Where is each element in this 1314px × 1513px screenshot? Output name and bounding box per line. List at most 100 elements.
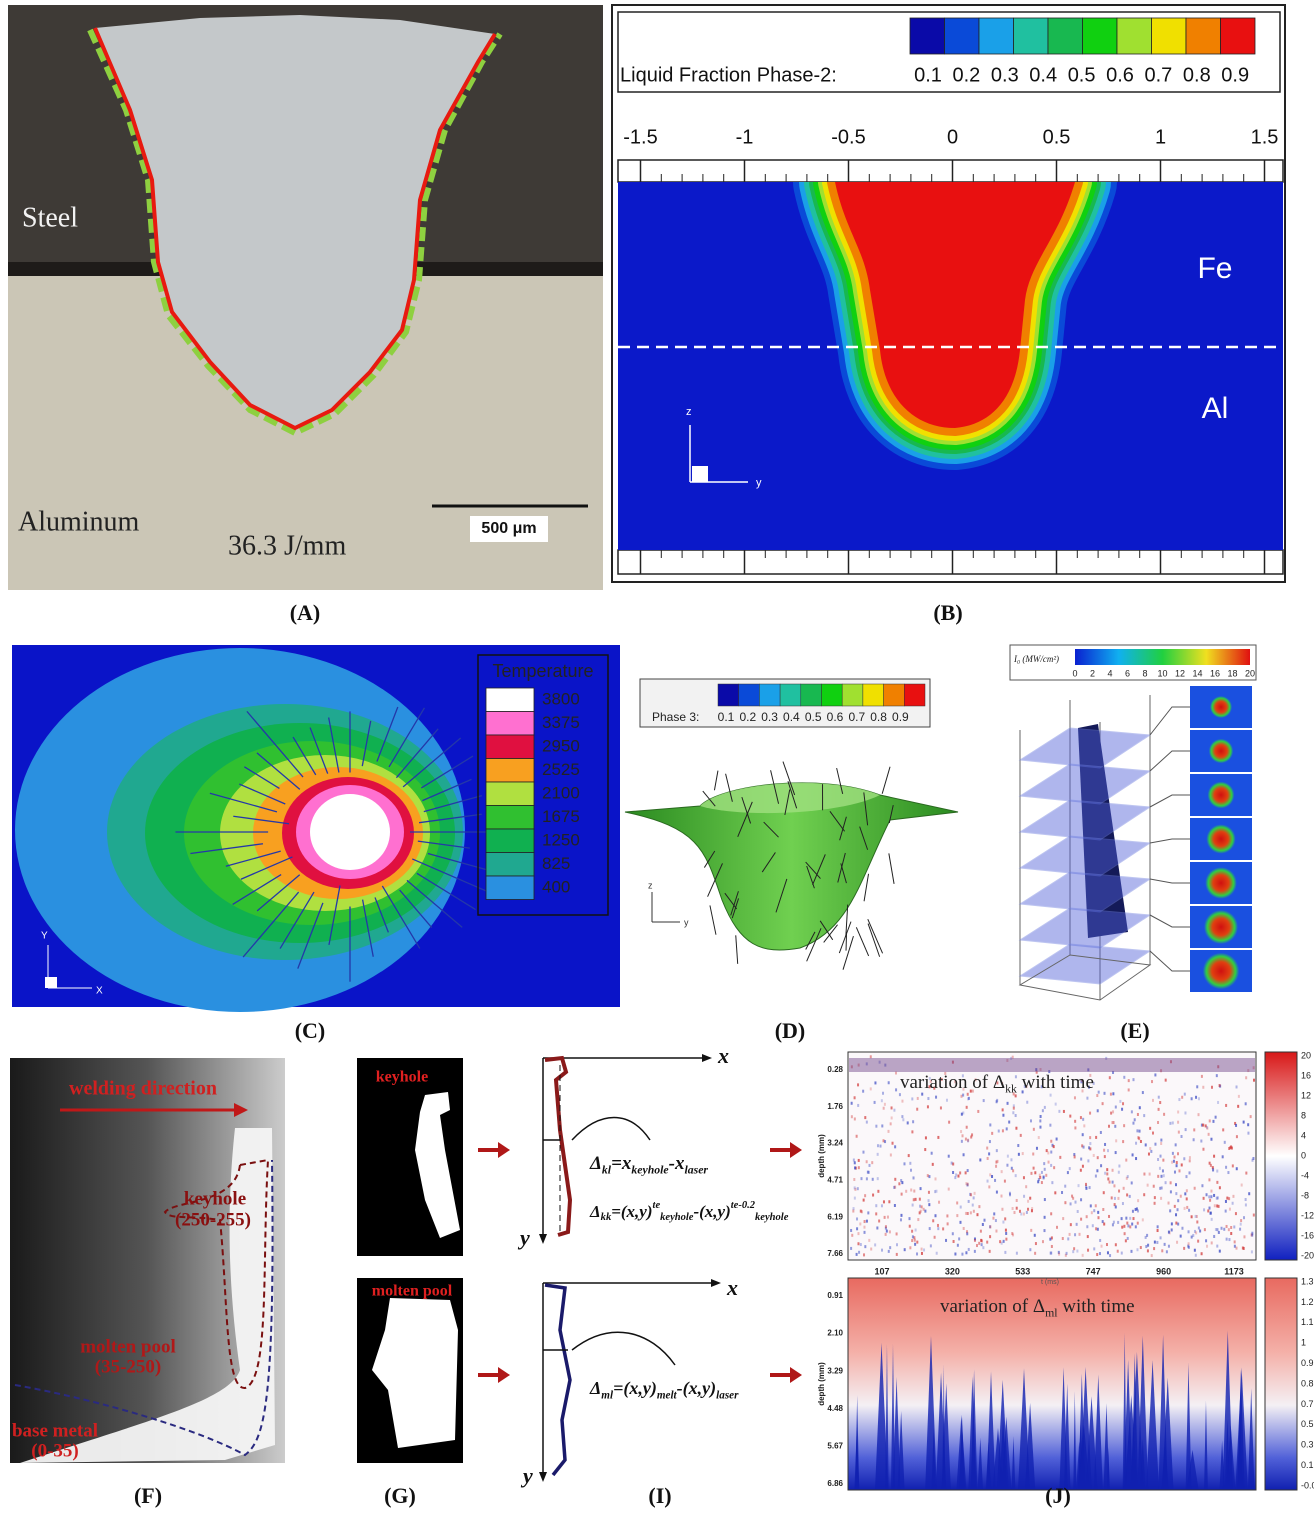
heatmap-speck [1193,1128,1195,1131]
heatmap-speck [866,1160,868,1163]
heatmap-speck [1033,1128,1035,1131]
formula-part: =x [611,1153,632,1174]
colorbar-title: Phase 3: [652,710,699,724]
heatmap-speck [916,1241,918,1244]
heatmap-speck [995,1230,997,1233]
heatmap-speck [1161,1249,1163,1252]
heatmap-speck [858,1159,860,1162]
heatmap-speck [1127,1237,1129,1240]
heatmap-speck [932,1219,934,1222]
heatmap-speck [1126,1222,1128,1225]
heatmap-speck [898,1182,900,1185]
heatmap-speck [1002,1129,1004,1132]
heatmap-speck [1130,1250,1132,1253]
colorbar-cell [904,684,925,706]
heatmap-speck [908,1154,910,1157]
heatmap-speck [1147,1249,1149,1252]
x-tick-label: 747 [1086,1266,1101,1276]
slice-plane [1020,728,1150,768]
velocity-vector [868,924,880,957]
heatmap-speck [1002,1108,1004,1111]
colorbar-tick-label: 0 [1301,1150,1306,1160]
heatmap-speck [1067,1237,1069,1240]
heatmap-speck [999,1240,1001,1243]
colorbar-cell [780,684,801,706]
region-label: Steel [22,202,78,233]
heatmap-speck [1160,1139,1162,1142]
heatmap-speck [1230,1232,1232,1235]
heatmap-speck [1132,1078,1134,1081]
axis-label: y [520,1463,533,1488]
legend-title: Temperature [492,661,593,681]
heatmap-speck [1154,1143,1156,1146]
heatmap-speck [856,1135,858,1138]
heatmap-speck [1089,1136,1091,1139]
y-tick-label: 6.19 [827,1212,843,1221]
heatmap-speck [1053,1145,1055,1148]
heatmap-speck [921,1248,923,1251]
colorbar-tick-label: 0.1 [1301,1460,1314,1470]
heatmap-speck [991,1132,993,1135]
colorbar-tick-label: 0 [1072,668,1077,678]
ruler-top [618,160,1283,182]
colorbar-cell [842,684,863,706]
heatmap-speck [1181,1096,1183,1099]
heatmap-speck [876,1226,878,1229]
heatmap-speck [977,1110,979,1113]
heatmap-speck [1058,1110,1060,1113]
heatmap-speck [1072,1197,1074,1200]
heatmap-speck [888,1130,890,1133]
heatmap-speck [1245,1203,1247,1206]
heatmap-speck [1219,1084,1221,1087]
heatmap-speck [911,1239,913,1242]
heatmap-speck [1211,1241,1213,1244]
heatmap-speck [1188,1209,1190,1212]
heatmap-speck [1173,1156,1175,1159]
heatmap-speck [894,1204,896,1207]
heatmap-speck [1076,1250,1078,1253]
heatmap-speck [1157,1175,1159,1178]
heatmap-speck [1160,1197,1162,1200]
heatmap-speck [1168,1202,1170,1205]
heatmap-speck [1001,1170,1003,1173]
heatmap-speck [889,1230,891,1233]
heatmap-speck [868,1164,870,1167]
heatmap-speck [1185,1175,1187,1178]
heatmap-speck [1197,1240,1199,1243]
heatmap-speck [1171,1161,1173,1164]
slice-plane [1020,872,1150,912]
heatmap-speck [1194,1187,1196,1190]
heatmap-speck [1050,1151,1052,1154]
heatmap-speck [952,1232,954,1235]
heatmap-speck [1015,1114,1017,1117]
heatmap-speck [1039,1119,1041,1122]
heatmap-speck [1089,1142,1091,1145]
heatmap-speck [1087,1235,1089,1238]
formula-part: kk [1005,1082,1017,1095]
heatmap-speck [1206,1193,1208,1196]
heatmap-speck [1245,1076,1247,1079]
axis-tick-label: 0 [947,126,958,148]
heatmap-speck [1206,1127,1208,1130]
heatmap-speck [1133,1217,1135,1220]
heatmap-speck [1172,1121,1174,1124]
heatmap-speck [894,1186,896,1189]
legend-label: 400 [542,877,570,896]
heatmap-speck [1180,1235,1182,1238]
pool-profile [545,1285,570,1475]
heatmap-speck [887,1216,889,1219]
heatmap-speck [1149,1127,1151,1130]
heatmap-speck [919,1198,921,1201]
heatmap-speck [1251,1250,1253,1253]
y-tick-label: 6.86 [827,1479,843,1488]
heatmap-speck [1000,1195,1002,1198]
heatmap-speck [1216,1181,1218,1184]
heatmap-speck [851,1102,853,1105]
heatmap-speck [1004,1217,1006,1220]
colorbar-tick-label: 12 [1301,1090,1311,1100]
connector [1150,795,1190,807]
heatmap-speck [1171,1228,1173,1231]
heatmap-speck [880,1145,882,1148]
heatmap-speck [1235,1212,1237,1215]
heatmap-speck [1164,1243,1166,1246]
